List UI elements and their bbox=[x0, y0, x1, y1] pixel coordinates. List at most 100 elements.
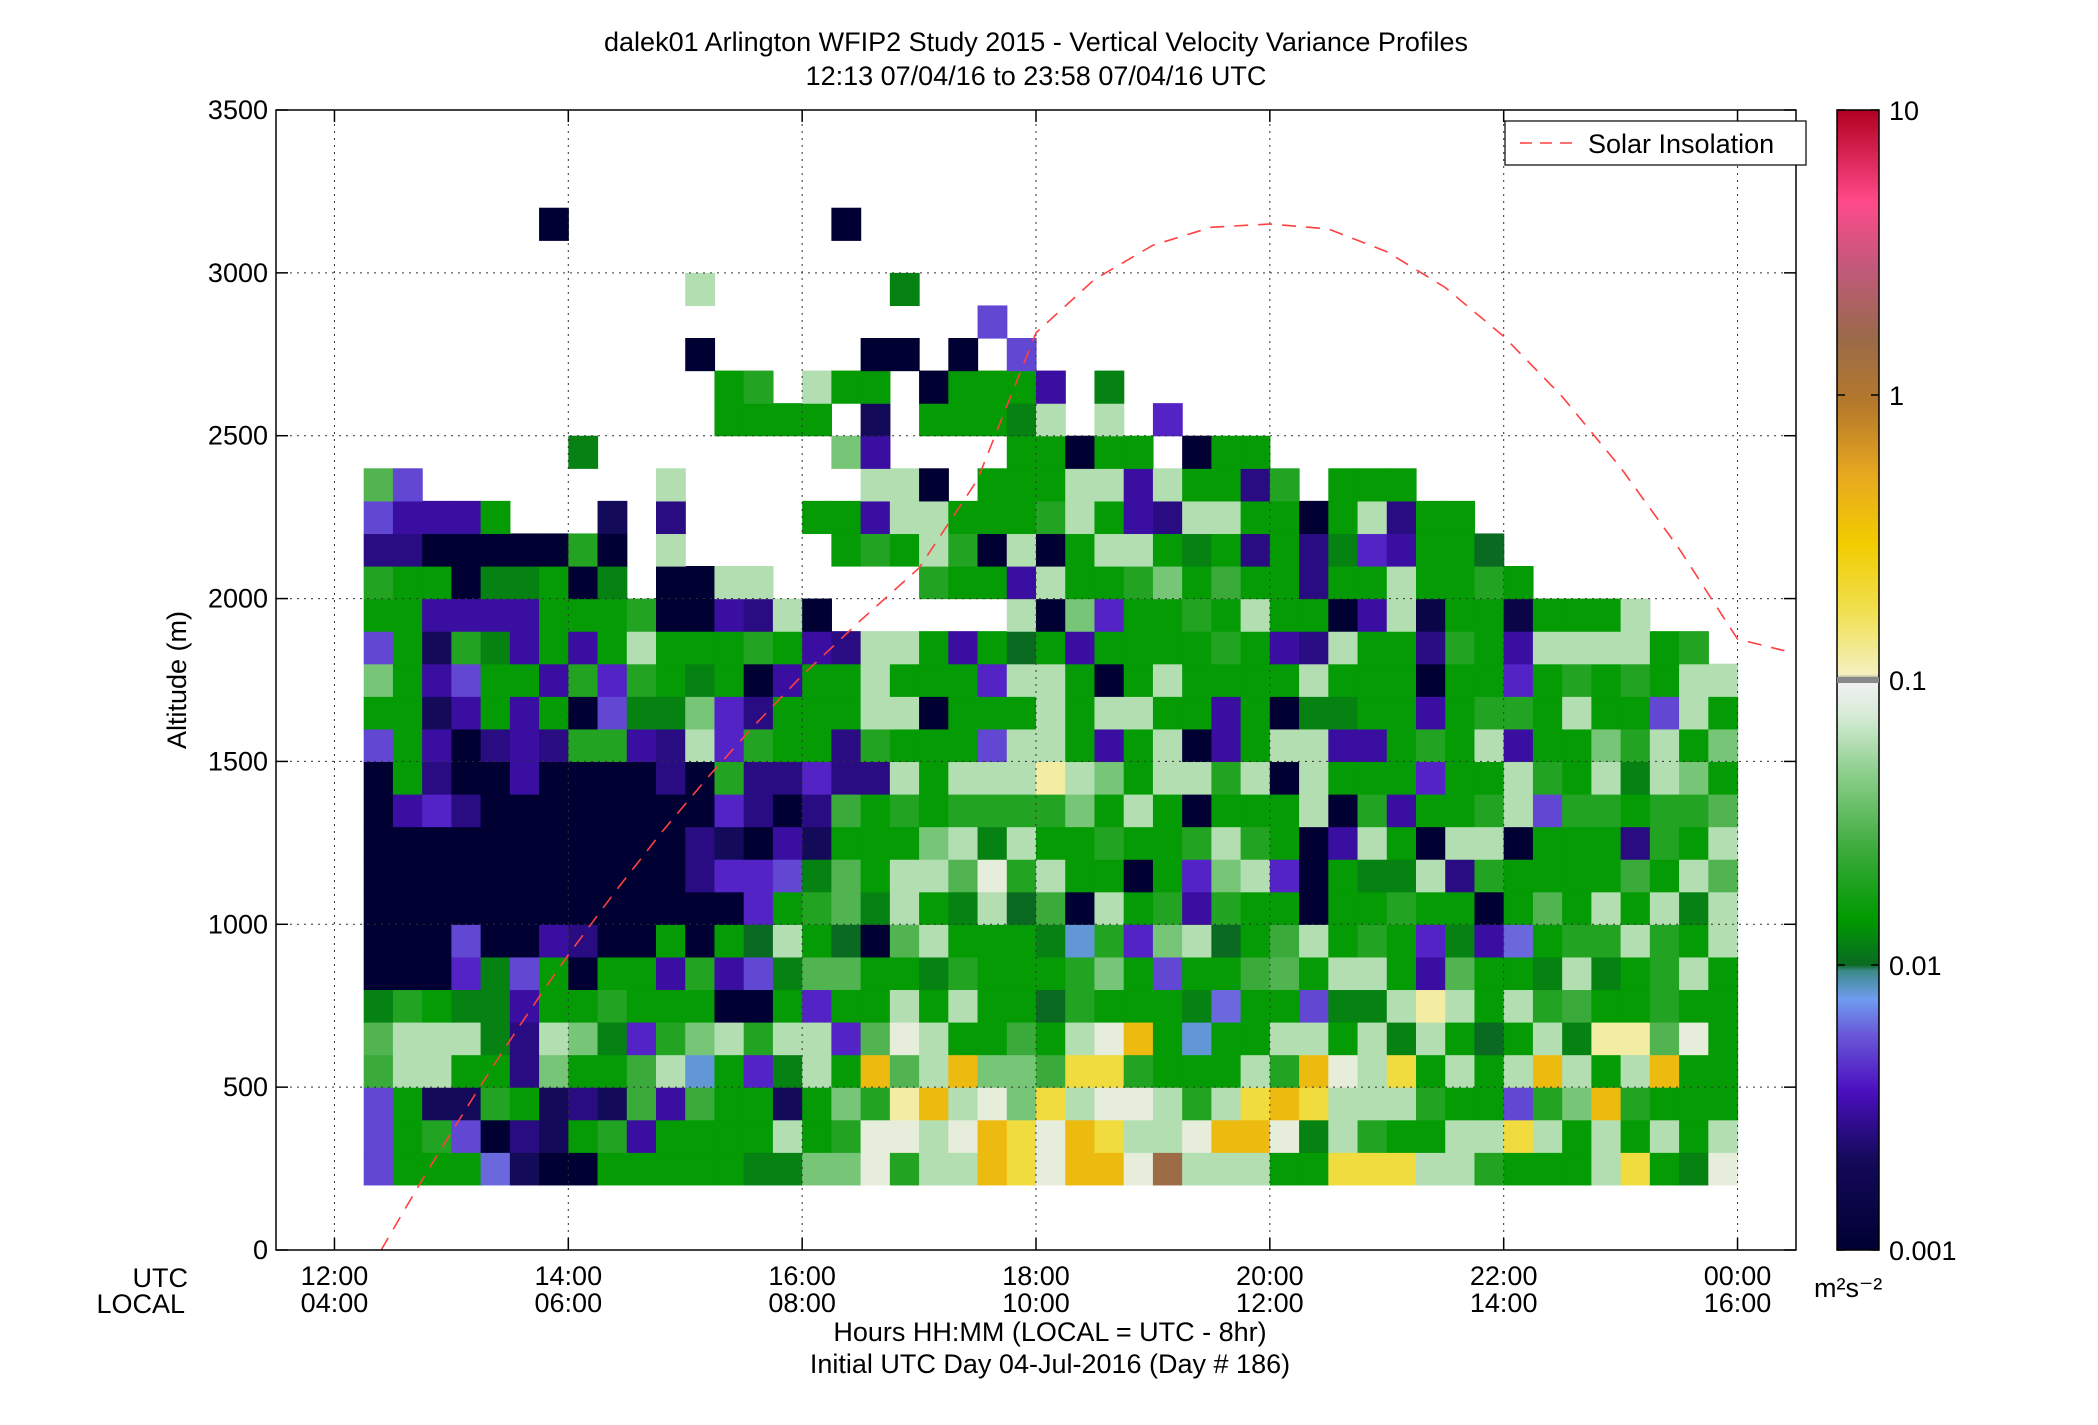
heatmap-cell bbox=[831, 859, 862, 893]
heatmap-cell bbox=[363, 989, 394, 1023]
heatmap-cell bbox=[1503, 598, 1534, 632]
heatmap-cell bbox=[480, 1152, 511, 1186]
heatmap-cell bbox=[656, 1022, 686, 1056]
heatmap-cell bbox=[1299, 989, 1329, 1023]
heatmap-cell bbox=[1182, 468, 1212, 502]
heatmap-cell bbox=[977, 663, 1008, 697]
heatmap-cell bbox=[656, 566, 686, 600]
heatmap-cell bbox=[1416, 989, 1446, 1023]
heatmap-cell bbox=[977, 989, 1008, 1023]
chart-title: dalek01 Arlington WFIP2 Study 2015 - Ver… bbox=[604, 27, 1468, 57]
heatmap-cell bbox=[1416, 1087, 1446, 1121]
heatmap-cell bbox=[656, 1152, 686, 1186]
heatmap-cell bbox=[772, 1087, 803, 1121]
heatmap-cell bbox=[714, 761, 745, 795]
heatmap-cell bbox=[685, 663, 716, 697]
heatmap-cell bbox=[889, 696, 920, 730]
heatmap-cell bbox=[1708, 1152, 1739, 1186]
heatmap-cell bbox=[860, 956, 891, 991]
heatmap-cell bbox=[597, 533, 628, 567]
colorbar-tick-label: 0.01 bbox=[1889, 951, 1942, 981]
heatmap-cell bbox=[1357, 533, 1388, 567]
heatmap-cell bbox=[539, 566, 569, 600]
heatmap-cell bbox=[1269, 956, 1300, 991]
heatmap-cell bbox=[919, 533, 949, 567]
heatmap-cell bbox=[714, 989, 745, 1023]
heatmap-cell bbox=[539, 631, 569, 665]
heatmap-cell bbox=[831, 1087, 862, 1121]
heatmap-cell bbox=[1036, 435, 1066, 469]
heatmap-cell bbox=[889, 891, 920, 925]
heatmap-cell bbox=[1182, 1022, 1212, 1056]
heatmap-cell bbox=[714, 370, 745, 404]
heatmap-cell bbox=[1006, 1054, 1037, 1088]
heatmap-cell bbox=[480, 533, 511, 567]
heatmap-cell bbox=[1065, 1119, 1096, 1153]
heatmap-cell bbox=[889, 663, 920, 697]
heatmap-cell bbox=[1123, 468, 1154, 502]
heatmap-cell bbox=[1357, 859, 1388, 893]
heatmap-cell bbox=[1328, 1022, 1359, 1056]
x-tick-label-local: 04:00 bbox=[301, 1288, 369, 1318]
heatmap-cell bbox=[1182, 859, 1212, 893]
heatmap-cell bbox=[363, 631, 394, 665]
heatmap-cell bbox=[1299, 1119, 1329, 1153]
heatmap-cell bbox=[422, 500, 452, 535]
heatmap-cell bbox=[451, 663, 482, 697]
heatmap-cell bbox=[509, 663, 540, 697]
heatmap-cell bbox=[860, 533, 891, 567]
heatmap-cell bbox=[1591, 826, 1622, 860]
heatmap-cell bbox=[568, 1152, 599, 1186]
colorbar-unit: m²s⁻² bbox=[1814, 1273, 1882, 1303]
heatmap-cell bbox=[1328, 859, 1359, 893]
legend: Solar Insolation bbox=[1504, 120, 1807, 166]
heatmap-cell bbox=[1416, 1119, 1446, 1153]
heatmap-cell bbox=[889, 1054, 920, 1088]
heatmap-cell bbox=[1123, 566, 1154, 600]
heatmap-cell bbox=[1532, 631, 1563, 665]
heatmap-cell bbox=[743, 663, 774, 697]
heatmap-cell bbox=[363, 468, 394, 502]
heatmap-cell bbox=[1357, 696, 1388, 730]
heatmap-cell bbox=[1445, 566, 1476, 600]
heatmap-cell bbox=[1416, 859, 1446, 893]
heatmap-cell bbox=[1123, 924, 1154, 958]
heatmap-cell bbox=[919, 663, 949, 697]
heatmap-cell bbox=[451, 631, 482, 665]
heatmap-cell bbox=[685, 794, 716, 828]
heatmap-cell bbox=[919, 794, 949, 828]
y-tick-label: 2500 bbox=[208, 421, 268, 451]
heatmap-cell bbox=[1065, 859, 1096, 893]
heatmap-cell bbox=[1649, 989, 1680, 1023]
heatmap-cell bbox=[1679, 728, 1709, 763]
heatmap-cell bbox=[1474, 859, 1505, 893]
heatmap-cell bbox=[685, 891, 716, 925]
heatmap-cell bbox=[1591, 1054, 1622, 1088]
heatmap-cell bbox=[1006, 468, 1037, 502]
heatmap-cell bbox=[1445, 728, 1476, 763]
heatmap-cell bbox=[831, 826, 862, 860]
heatmap-cell bbox=[392, 1119, 423, 1153]
heatmap-cell bbox=[1649, 1054, 1680, 1088]
heatmap-cell bbox=[948, 566, 979, 600]
heatmap-cell bbox=[1006, 891, 1037, 925]
heatmap-cell bbox=[772, 761, 803, 795]
heatmap-cell bbox=[772, 728, 803, 763]
heatmap-cell bbox=[1006, 989, 1037, 1023]
heatmap-cell bbox=[1620, 891, 1651, 925]
heatmap-cell bbox=[392, 566, 423, 600]
heatmap-cell bbox=[1182, 1087, 1212, 1121]
heatmap-cell bbox=[1211, 631, 1242, 665]
heatmap-cell bbox=[1620, 631, 1651, 665]
heatmap-cell bbox=[597, 696, 628, 730]
heatmap-cell bbox=[1474, 989, 1505, 1023]
heatmap-cell bbox=[802, 1152, 832, 1186]
heatmap-cell bbox=[948, 370, 979, 404]
colorbar-ticks: 0.001 0.01 0.1 1 10 bbox=[1837, 96, 1957, 1266]
heatmap-cell bbox=[685, 696, 716, 730]
heatmap-cell bbox=[1562, 826, 1592, 860]
heatmap-cell bbox=[889, 728, 920, 763]
heatmap-cell bbox=[1036, 1087, 1066, 1121]
heatmap-cell bbox=[1532, 794, 1563, 828]
heatmap-cell bbox=[1386, 891, 1417, 925]
